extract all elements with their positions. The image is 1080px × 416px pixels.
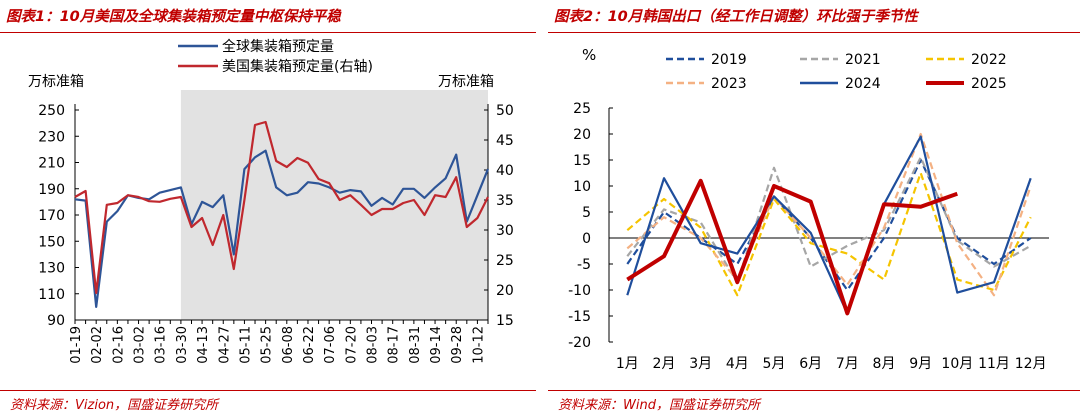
x-tick-label: 1月 [616, 356, 639, 372]
right-y-axis-label: 万标准箱 [438, 74, 494, 90]
x-tick-label: 04-27 [217, 326, 232, 364]
x-tick-label: 6月 [799, 356, 822, 372]
left-y-tick-label: 90 [47, 313, 65, 329]
x-tick-label: 01-19 [69, 326, 84, 364]
x-tick-label: 11月 [978, 356, 1010, 372]
x-tick-label: 03-16 [154, 326, 169, 364]
left-y-tick-label: 250 [38, 103, 65, 119]
series-line-2024 [626, 135, 1032, 315]
y-tick-label: 20 [573, 127, 591, 143]
right-y-tick-label: 50 [496, 103, 514, 119]
x-tick-label: 02-02 [90, 326, 105, 364]
x-tick-label: 2月 [653, 356, 676, 372]
x-tick-label: 02-16 [111, 326, 126, 364]
x-tick-label: 06-22 [302, 326, 317, 364]
y-tick-label: -15 [568, 309, 591, 325]
left-title-rule [0, 32, 536, 33]
right-chart-source: 资料来源：Wind，国盛证券研究所 [558, 398, 760, 413]
x-tick-label: 03-30 [175, 326, 190, 364]
left-chart-title: 图表1：10月美国及全球集装箱预定量中枢保持平稳 [6, 9, 341, 25]
shaded-region [180, 90, 488, 320]
x-tick-label: 4月 [726, 356, 749, 372]
x-tick-label: 9月 [909, 356, 932, 372]
right-y-tick-label: 25 [496, 253, 514, 269]
right-chart-panel: 图表2：10月韩国出口（经工作日调整）环比强于季节性 -20 -15 -10 -5 0 5… [548, 0, 1080, 416]
left-y-tick-label: 210 [38, 156, 65, 172]
x-tick-label: 12月 [1015, 356, 1047, 372]
x-tick-label: 3月 [689, 356, 712, 372]
legend-label-2022: 2022 [971, 52, 1007, 68]
series-line-2025 [626, 178, 958, 316]
x-tick-label: 08-03 [366, 326, 381, 364]
right-y-tick-label: 45 [496, 133, 514, 149]
left-y-tick-label: 170 [38, 208, 65, 224]
left-y-tick-label: 230 [38, 129, 65, 145]
right-y-tick-label: 20 [496, 283, 514, 299]
legend-label-2024: 2024 [845, 76, 881, 92]
right-y-tick-label: 30 [496, 223, 514, 239]
legend-label-2023: 2023 [711, 76, 747, 92]
legend-label-2025: 2025 [971, 76, 1007, 92]
y-tick-label: 0 [582, 231, 591, 247]
x-tick-label: 05-11 [238, 326, 253, 364]
x-tick-label: 09-28 [450, 326, 465, 364]
right-y-tick-label: 15 [496, 313, 514, 329]
x-tick-label: 05-25 [260, 326, 275, 364]
legend-label: 全球集装箱预定量 [222, 38, 334, 55]
y-tick-label: 5 [582, 205, 591, 221]
x-tick-label: 10-12 [471, 326, 486, 364]
left-y-tick-label: 110 [38, 287, 65, 303]
x-tick-label: 5月 [763, 356, 786, 372]
right-y-tick-label: 35 [496, 193, 514, 209]
right-y-tick-label: 40 [496, 163, 514, 179]
x-tick-label: 08-31 [408, 326, 423, 364]
y-tick-label: 15 [573, 153, 591, 169]
left-chart-source: 资料来源：Vizion，国盛证券研究所 [10, 398, 219, 413]
x-tick-label: 04-13 [196, 326, 211, 364]
series-line-2022 [626, 171, 1032, 297]
x-tick-label: 7月 [836, 356, 859, 372]
left-source-rule [0, 390, 536, 391]
y-axis-label: % [582, 46, 596, 64]
legend-label-2021: 2021 [845, 52, 881, 68]
right-source-rule [548, 390, 1080, 391]
left-y-tick-label: 190 [38, 182, 65, 198]
right-title-rule [548, 32, 1080, 33]
x-tick-label: 06-08 [281, 326, 296, 364]
left-y-axis-label: 万标准箱 [28, 74, 84, 90]
y-tick-label: -5 [577, 257, 591, 273]
x-tick-label: 10月 [941, 356, 973, 372]
x-tick-label: 07-20 [344, 326, 359, 364]
series-line-2021 [626, 156, 1032, 284]
series-line-us [74, 120, 489, 295]
x-tick-label: 07-06 [323, 326, 338, 364]
x-tick-label: 08-17 [387, 326, 402, 364]
y-tick-label: -20 [568, 335, 591, 351]
x-tick-label: 8月 [873, 356, 896, 372]
right-chart-title: 图表2：10月韩国出口（经工作日调整）环比强于季节性 [554, 9, 918, 25]
x-tick-label: 03-02 [133, 326, 148, 364]
left-chart-panel: 图表1：10月美国及全球集装箱预定量中枢保持平稳 90 110 130 150 170 1… [0, 0, 536, 416]
x-tick-label: 09-14 [429, 326, 444, 364]
y-tick-label: 25 [573, 101, 591, 117]
left-y-tick-label: 150 [38, 234, 65, 250]
legend-label-2019: 2019 [711, 52, 747, 68]
left-y-tick-label: 130 [38, 261, 65, 277]
left-chart-svg: 90 110 130 150 170 190 210 230 250 15 20 25 30 35 40 45… [28, 38, 514, 364]
legend-label: 美国集装箱预定量(右轴) [222, 58, 373, 75]
y-tick-label: -10 [568, 283, 591, 299]
y-tick-label: 10 [573, 179, 591, 195]
